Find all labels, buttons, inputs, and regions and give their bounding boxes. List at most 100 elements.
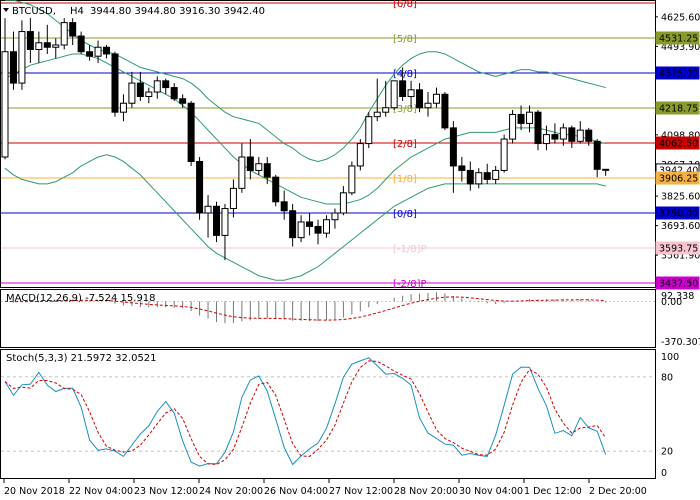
candle-up bbox=[475, 172, 483, 185]
candle-up bbox=[153, 80, 161, 93]
candle-down bbox=[9, 51, 17, 84]
candle-down bbox=[272, 176, 280, 203]
candle-down bbox=[517, 113, 525, 124]
price-badge bbox=[655, 276, 700, 290]
stoch-axis-label: 80 bbox=[661, 372, 673, 383]
murrey-label: [1/8] bbox=[393, 174, 417, 185]
candle-down bbox=[43, 42, 51, 48]
candle-up bbox=[255, 163, 263, 171]
price-tick-label: 3561.90 bbox=[661, 251, 700, 262]
stoch-d-line bbox=[4, 360, 607, 465]
price-tick-label: 4098.80 bbox=[661, 130, 700, 141]
time-tick-label: 1 Dec 12:00 bbox=[524, 486, 582, 497]
bollinger-bands bbox=[4, 0, 606, 281]
candle-up bbox=[492, 169, 500, 180]
candle-up bbox=[365, 116, 373, 145]
murrey-label: [-1/8]P bbox=[393, 244, 427, 255]
price-badge-label: 3437.50 bbox=[659, 279, 698, 290]
candle-up bbox=[382, 107, 390, 113]
price-badge-label: 4218.75 bbox=[659, 104, 698, 115]
candle-down bbox=[441, 93, 449, 129]
murrey-label: [5/8] bbox=[393, 34, 417, 45]
candle-up bbox=[145, 91, 153, 98]
time-tick-label: 22 Nov 04:00 bbox=[69, 486, 133, 497]
stoch-panel-frame bbox=[0, 349, 656, 479]
time-tick-label: 20 Nov 2018 bbox=[4, 486, 65, 497]
candle-up bbox=[322, 219, 330, 234]
candle-up bbox=[35, 42, 43, 50]
time-tick-label: 2 Dec 20:00 bbox=[589, 486, 647, 497]
candle-down bbox=[399, 80, 407, 98]
candle-down bbox=[449, 127, 457, 167]
ohlc-readout: 3944.80 3944.80 3916.30 3942.40 bbox=[90, 6, 265, 17]
time-tick-label: 30 Nov 04:00 bbox=[459, 486, 523, 497]
time-tick-label: 23 Nov 12:00 bbox=[134, 486, 198, 497]
macd-histogram bbox=[1, 292, 655, 324]
price-badge bbox=[655, 241, 700, 255]
candle-down bbox=[162, 80, 170, 89]
stoch-axis-label: 0 bbox=[661, 468, 667, 479]
candle-down bbox=[196, 160, 204, 214]
price-badge bbox=[655, 101, 700, 115]
candle-up bbox=[407, 89, 415, 98]
candle-down bbox=[26, 31, 34, 50]
candle-up bbox=[94, 46, 102, 57]
price-axis: 4625.604493.904362.204230.504098.803967.… bbox=[655, 12, 700, 479]
murrey-label: [0/8] bbox=[393, 209, 417, 220]
price-badge-label: 4375.00 bbox=[659, 69, 698, 80]
candle-down bbox=[602, 168, 610, 171]
candlesticks bbox=[1, 18, 610, 261]
stochastic-lines bbox=[1, 357, 655, 467]
macd-signal-line bbox=[4, 296, 606, 321]
candle-up bbox=[390, 80, 398, 109]
macd-panel-frame bbox=[0, 289, 656, 348]
candle-up bbox=[229, 187, 237, 210]
price-badge-label: 4062.50 bbox=[659, 139, 698, 150]
collapse-arrow-icon[interactable] bbox=[3, 8, 9, 12]
candle-down bbox=[458, 165, 466, 171]
price-tick-label: 4625.60 bbox=[661, 12, 700, 23]
candle-up bbox=[348, 165, 356, 194]
stoch-k-line bbox=[4, 357, 607, 467]
stoch-axis-label: 20 bbox=[661, 447, 673, 458]
candle-up bbox=[331, 212, 339, 221]
candle-down bbox=[263, 163, 271, 178]
candle-down bbox=[77, 35, 85, 53]
bollinger-lower-line bbox=[4, 154, 606, 281]
price-badge bbox=[655, 31, 700, 45]
candle-down bbox=[213, 205, 220, 236]
price-badge bbox=[655, 136, 700, 150]
candle-up bbox=[373, 111, 381, 118]
candle-down bbox=[187, 102, 195, 162]
candle-down bbox=[416, 89, 424, 109]
candle-up bbox=[1, 51, 9, 158]
candle-down bbox=[111, 53, 119, 113]
stoch-header: Stoch(5,3,3) 21.5972 32.0521 bbox=[6, 353, 157, 364]
symbol-label: BTCUSD, bbox=[12, 6, 56, 17]
candle-down bbox=[170, 87, 178, 100]
candle-down bbox=[103, 46, 111, 55]
candle-up bbox=[432, 93, 440, 104]
candle-up bbox=[509, 113, 517, 140]
macd-axis-label: 92.338 bbox=[661, 291, 694, 302]
price-badge bbox=[655, 66, 700, 80]
macd-axis-label: 0.00 bbox=[661, 297, 682, 308]
price-badge-label: 4531.25 bbox=[659, 34, 698, 45]
candle-up bbox=[204, 205, 212, 214]
price-badge-label: 3942.40 bbox=[659, 165, 698, 176]
murrey-label: [6/8] bbox=[393, 0, 417, 10]
candle-down bbox=[466, 169, 474, 185]
macd-axis-label: -370.307 bbox=[661, 337, 700, 348]
main-panel-frame bbox=[0, 0, 656, 288]
macd-header: MACD(12,26,9) -7.524 15.918 bbox=[6, 293, 156, 304]
price-badge-label: 3906.25 bbox=[659, 174, 698, 185]
candle-down bbox=[585, 129, 593, 142]
bollinger-middle-line bbox=[4, 53, 606, 205]
time-tick-label: 26 Nov 04:00 bbox=[264, 486, 328, 497]
time-tick-label: 27 Nov 12:00 bbox=[329, 486, 393, 497]
candle-up bbox=[18, 31, 26, 84]
candle-down bbox=[306, 221, 314, 227]
time-tick-label: 28 Nov 20:00 bbox=[394, 486, 458, 497]
candle-up bbox=[356, 143, 364, 167]
